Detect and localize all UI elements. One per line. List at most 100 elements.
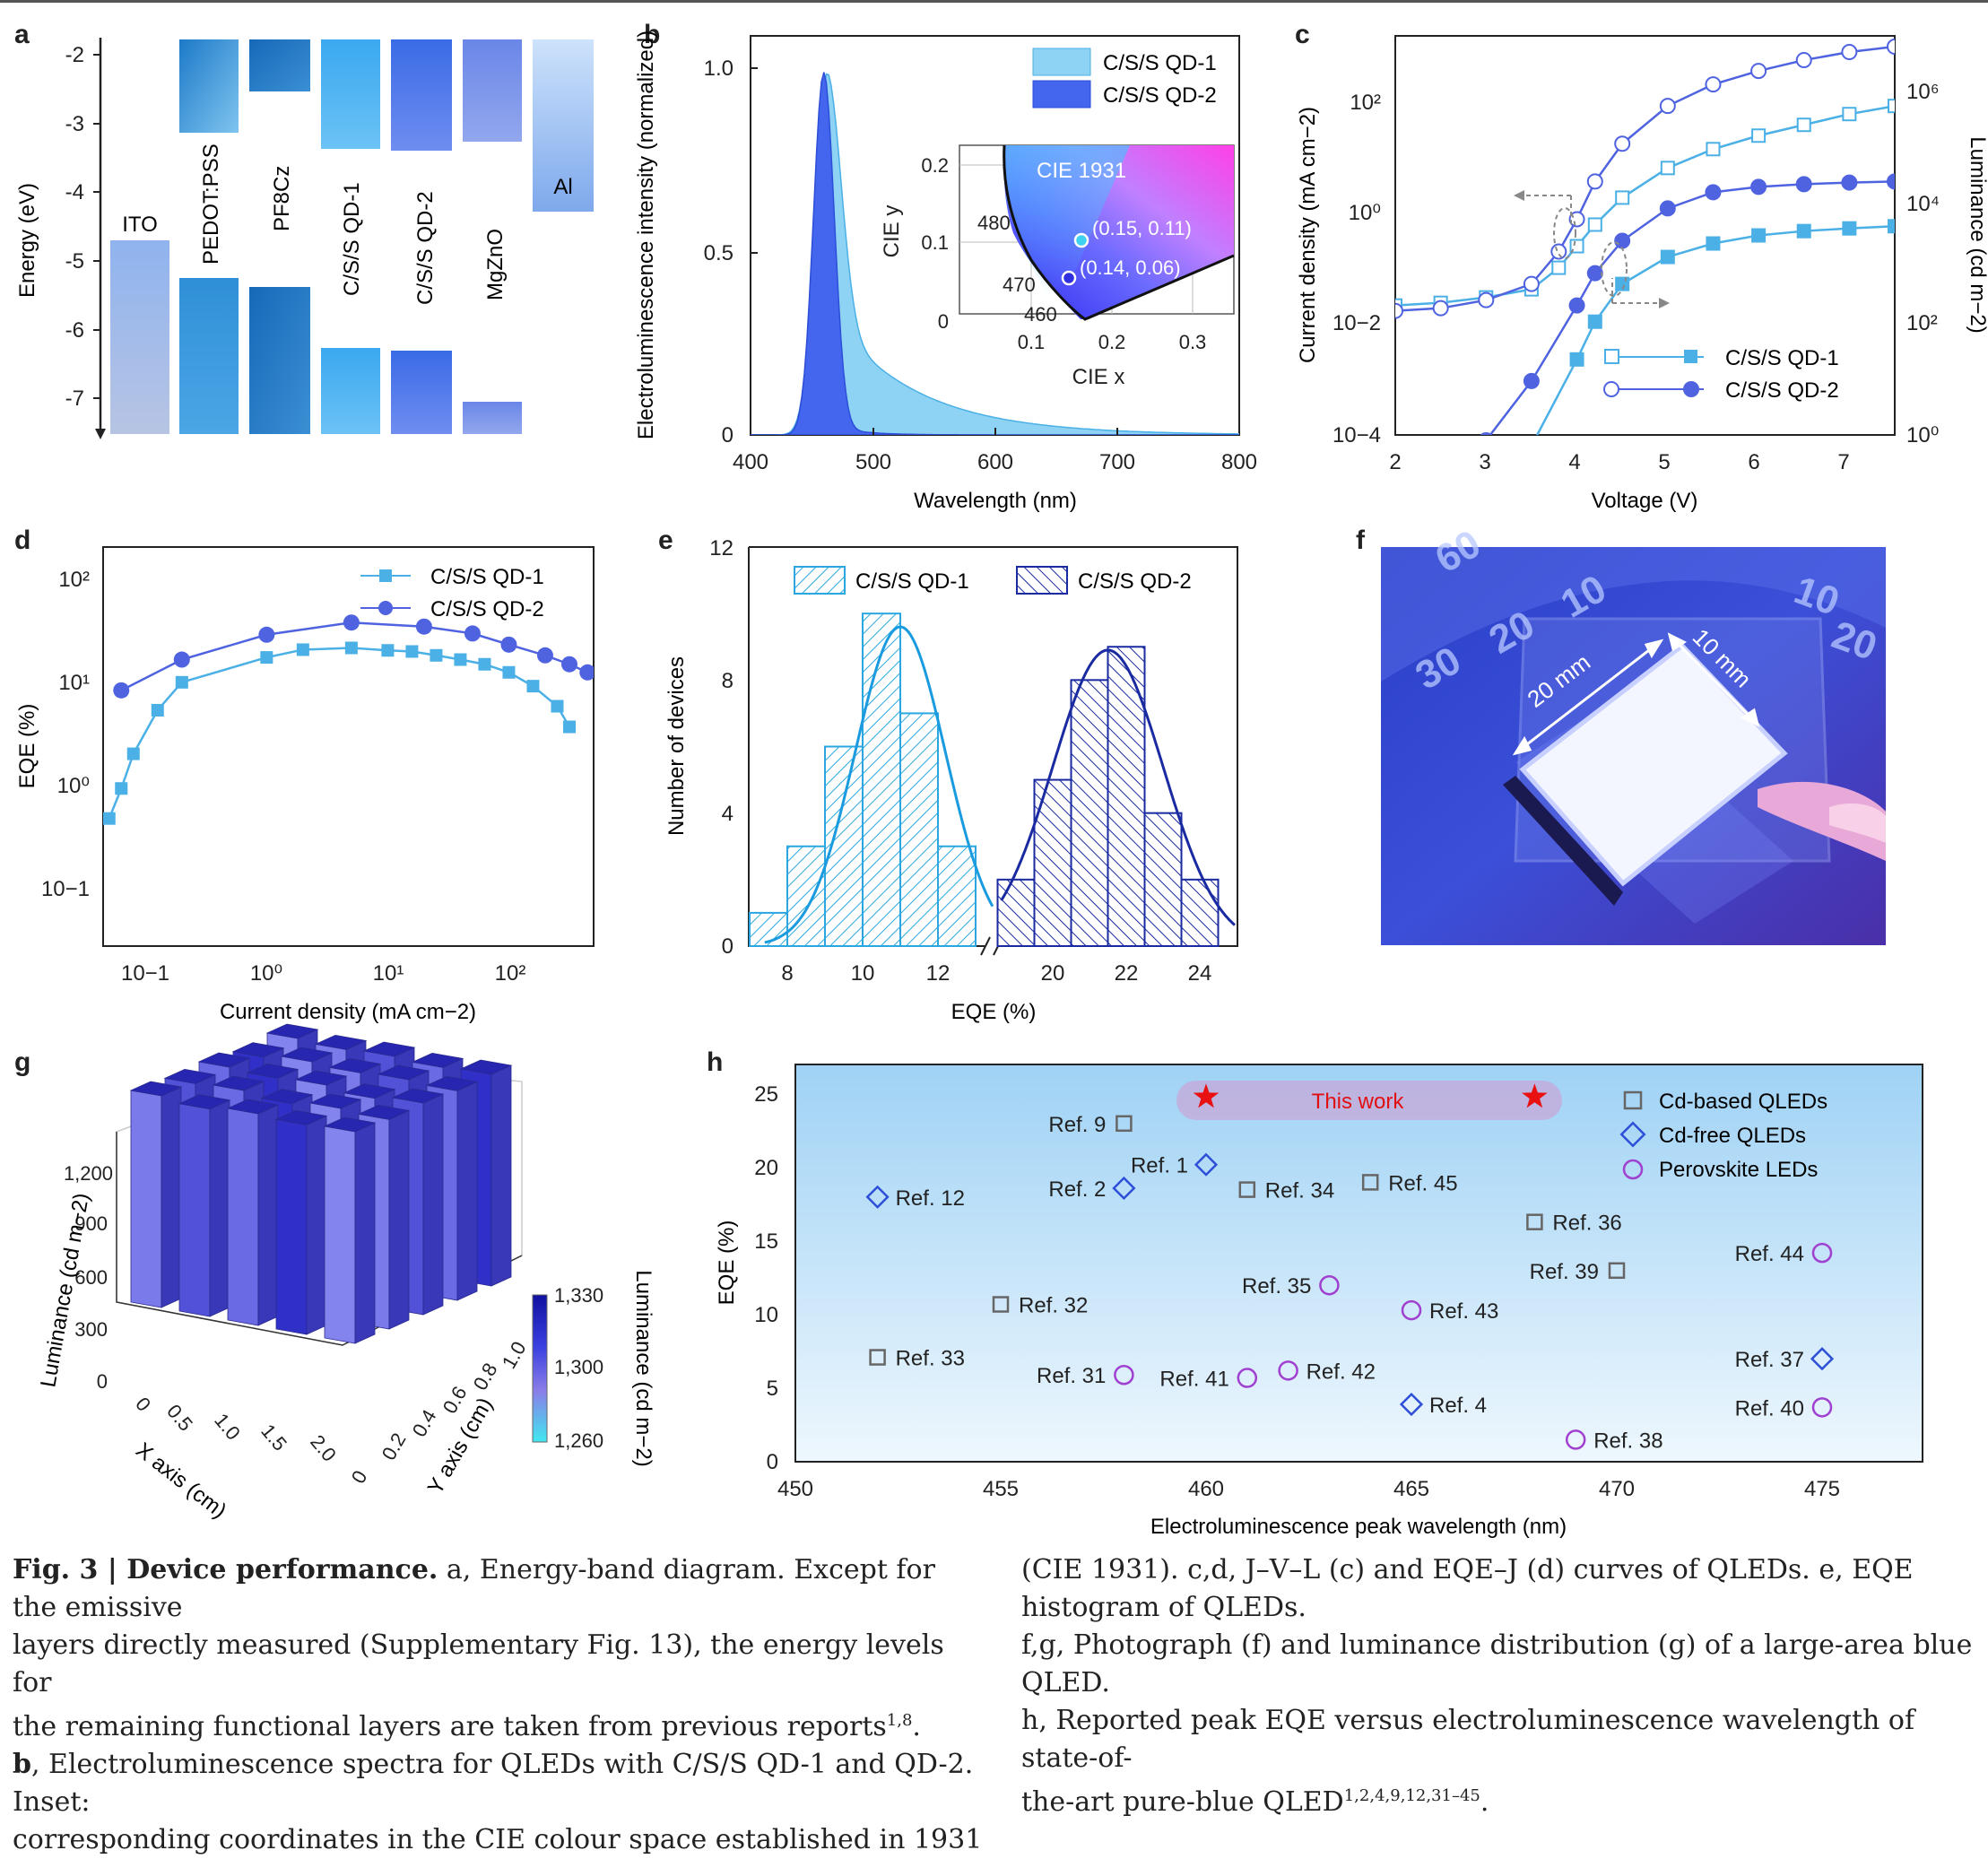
d-point (175, 675, 188, 689)
e-xtick: 24 (1188, 961, 1212, 986)
g-xtick: 1.0 (210, 1409, 245, 1445)
d-legend-qd2: C/S/S QD-2 (430, 597, 544, 621)
b-ylabel: Electroluminescence intensity (normalize… (634, 30, 658, 439)
panel-f-photo: 60 30 20 10 10 20 20 mm 10 mm (1381, 522, 1886, 945)
caption-ref: 1,2,4,9,12,31–45 (1343, 1786, 1480, 1805)
g-bar-top (178, 1094, 231, 1110)
panel-b-el-spectra: 400 500 600 700 800 0 0.5 1.0 Wavelength… (634, 30, 1257, 513)
g-xtick: 1.5 (256, 1420, 291, 1455)
c-ytick-left: 10−2 (1333, 311, 1381, 335)
d-xtick: 10⁰ (250, 961, 282, 986)
d-xtick: 10² (495, 961, 526, 986)
e-legend-qd1: C/S/S QD-1 (855, 569, 969, 594)
g-bar-top (459, 1059, 513, 1075)
caption-line: Fig. 3 | Device performance. a, Energy-b… (13, 1551, 985, 1627)
b-inset-title: CIE 1931 (1037, 159, 1126, 183)
g-bar-side (354, 1122, 376, 1344)
c-legend-qd1: C/S/S QD-1 (1725, 346, 1839, 370)
c-ytick-right: 10² (1906, 311, 1938, 335)
c-point (1705, 184, 1722, 201)
d-point (551, 699, 564, 713)
g-xtick: 0 (131, 1393, 155, 1415)
c-point (1586, 173, 1603, 190)
g-bar-top (357, 1104, 411, 1120)
panel-letter-b: b (644, 20, 660, 49)
g-bar-side (306, 1115, 327, 1335)
c-point (1751, 228, 1767, 243)
a-label-qd1: C/S/S QD-1 (340, 182, 364, 296)
a-ytick: -5 (65, 249, 84, 274)
h-this-work-label: This work (1312, 1090, 1405, 1114)
e-xtick: 8 (781, 961, 793, 986)
c-point (1586, 265, 1603, 282)
c-point (1795, 176, 1812, 193)
h-point-cd (1238, 1181, 1256, 1198)
c-xlabel: Voltage (V) (1592, 489, 1698, 513)
caption-line: f,g, Photograph (f) and luminance distri… (1021, 1629, 1973, 1698)
e-xlabel: EQE (%) (951, 1000, 1037, 1024)
a-band-pf8cz (249, 287, 310, 434)
h-this-work-star (1522, 1083, 1548, 1108)
c-legend: C/S/S QD-1 C/S/S QD-2 (1603, 346, 1839, 403)
c-point (1706, 236, 1721, 251)
c-ytick-right: 10⁴ (1906, 192, 1940, 216)
top-rule (0, 0, 1988, 3)
c-xtick: 5 (1658, 450, 1670, 474)
h-point-cdfree (1112, 1176, 1136, 1201)
g-bar-top (246, 1063, 300, 1079)
caption-text: , Electroluminescence spectra for QLEDs … (13, 1749, 974, 1818)
e-bar-qd2 (1143, 812, 1183, 948)
b-cie-point-2 (1061, 270, 1077, 286)
h-point-label: Ref. 40 (1735, 1396, 1804, 1420)
d-legend: C/S/S QD-1 C/S/S QD-2 (360, 565, 544, 621)
a-label-qd2: C/S/S QD-2 (413, 191, 438, 305)
caption-line: corresponding coordinates in the CIE col… (13, 1824, 983, 1855)
a-band-qd1-top (321, 39, 380, 149)
c-point (1587, 217, 1602, 232)
panel-letter-f: f (1356, 526, 1366, 555)
e-ytick: 0 (722, 934, 734, 959)
h-xtick: 470 (1599, 1477, 1635, 1501)
e-bar-qd2 (996, 878, 1036, 947)
g-bar-top (197, 1052, 251, 1068)
c-point (1796, 223, 1811, 239)
caption-right-column: (CIE 1931). c,d, J–V–L (c) and EQE–J (d)… (1021, 1551, 1988, 1821)
e-legend-qd2: C/S/S QD-2 (1078, 569, 1192, 594)
d-ytick: 10⁰ (57, 774, 90, 798)
b-ytick: 0.5 (704, 241, 734, 265)
b-inset-ytick: 0 (938, 310, 949, 333)
g-bar (130, 1090, 162, 1308)
b-xtick: 700 (1099, 450, 1135, 474)
g-bar-side (257, 1104, 279, 1326)
h-xtick: 450 (777, 1477, 813, 1501)
d-point (560, 656, 577, 673)
h-legend-pero: Perovskite LEDs (1659, 1158, 1818, 1182)
b-inset-wl: 470 (1003, 274, 1036, 296)
g-bar-top (323, 1116, 377, 1133)
g-ztick: 1,200 (64, 1162, 113, 1185)
b-inset-xtick: 0.3 (1179, 331, 1207, 353)
g-bar-top (231, 1042, 285, 1058)
g-ytick: 0.4 (408, 1406, 441, 1441)
g-bar-top (212, 1075, 265, 1091)
h-point-label: Ref. 34 (1265, 1179, 1334, 1203)
h-point-cdfree (1399, 1392, 1424, 1417)
h-point-label: Ref. 36 (1552, 1212, 1621, 1236)
d-point (103, 812, 116, 825)
h-point-cd (992, 1296, 1010, 1313)
d-point (405, 645, 419, 658)
d-ytick: 10¹ (58, 671, 90, 695)
c-point (1614, 135, 1631, 152)
a-label-al: Al (553, 175, 572, 199)
a-ytick: -3 (65, 112, 84, 136)
c-legend-qd2: C/S/S QD-2 (1725, 378, 1839, 403)
g-bar-side (456, 1081, 478, 1301)
panel-letter-g: g (14, 1047, 30, 1077)
h-point-cd (1361, 1174, 1379, 1191)
b-xtick: 600 (977, 450, 1013, 474)
d-point (296, 643, 309, 656)
h-this-work-star (1193, 1083, 1220, 1108)
e-fit-qd2 (1000, 648, 1237, 926)
a-ylabel: Energy (eV) (15, 183, 39, 298)
g-bar-side (388, 1109, 410, 1330)
